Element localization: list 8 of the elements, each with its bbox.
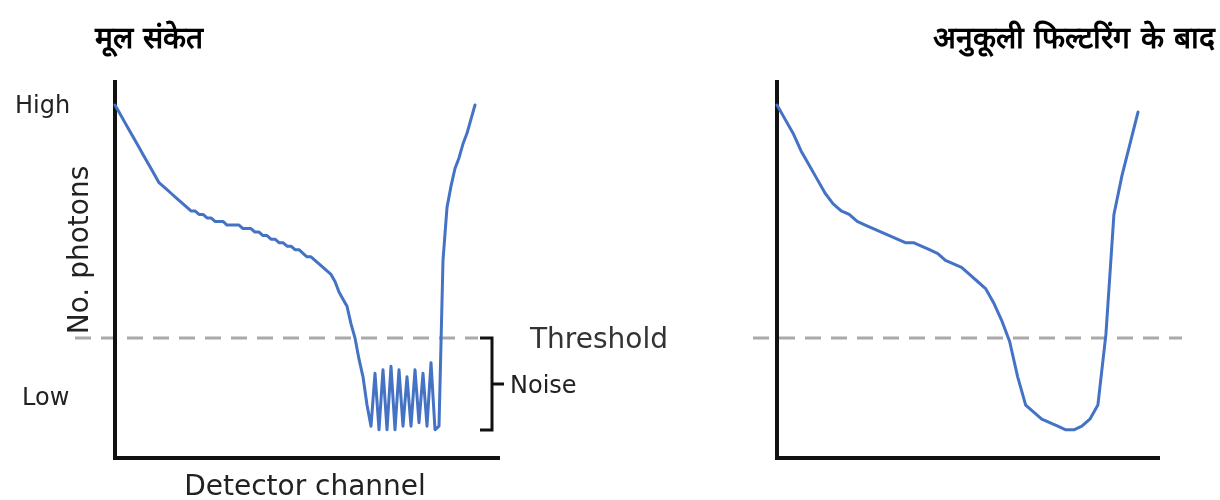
ref-line-label: Threshold [529,321,668,355]
chart-title: अनुकूली फिल्टरिंग के बाद [932,20,1216,57]
text: High [15,91,71,119]
x-axis-title: Detector channel [184,469,426,500]
text: Noise [510,371,577,399]
chart-title: मूल संकेत [94,20,206,57]
text: Low [22,383,70,411]
y-axis-title: No. photons [62,165,95,335]
